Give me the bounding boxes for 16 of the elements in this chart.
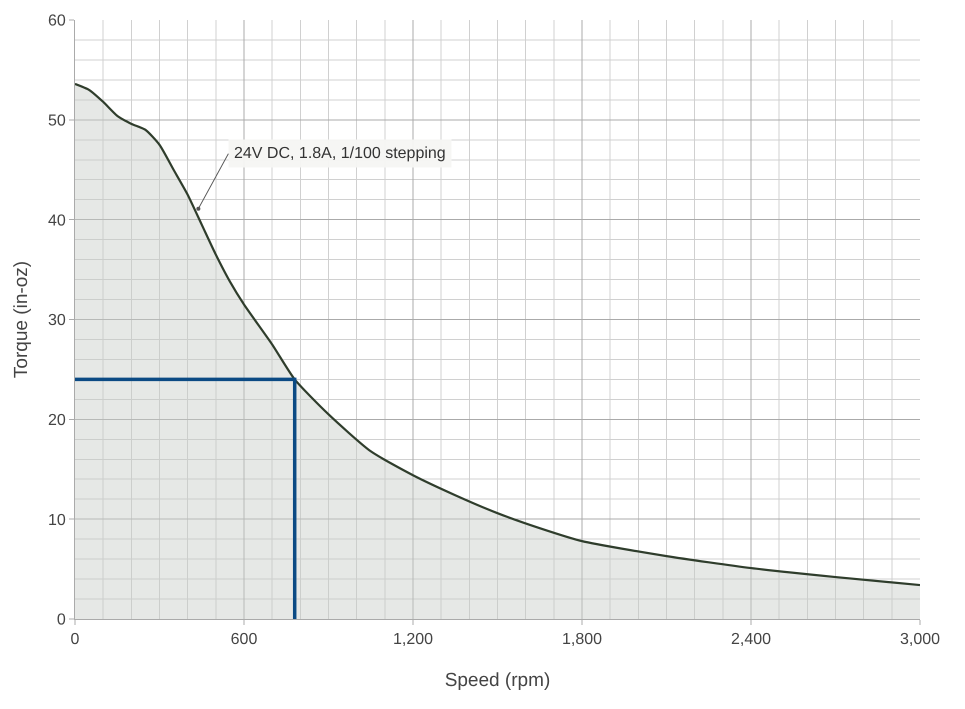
x-axis-title: Speed (rpm) — [444, 670, 550, 691]
x-tick-label: 600 — [230, 631, 258, 648]
x-tick-label: 1,800 — [562, 631, 602, 648]
x-tick-label: 2,400 — [730, 631, 772, 648]
x-tick-label: 0 — [70, 631, 80, 648]
annotation: 24V DC, 1.8A, 1/100 stepping — [234, 145, 446, 162]
y-axis-title: Torque (in-oz) — [10, 260, 32, 378]
x-tick-label: 1,200 — [392, 631, 434, 648]
y-tick-label: 30 — [48, 312, 66, 330]
y-tick-label: 50 — [48, 112, 66, 130]
y-tick-label: 10 — [48, 512, 66, 529]
y-tick-label: 40 — [48, 212, 66, 230]
y-tick-label: 0 — [56, 612, 66, 629]
y-tick-label: 60 — [48, 12, 66, 30]
y-tick-label: 20 — [48, 412, 66, 429]
x-tick-label: 3,000 — [900, 631, 940, 648]
